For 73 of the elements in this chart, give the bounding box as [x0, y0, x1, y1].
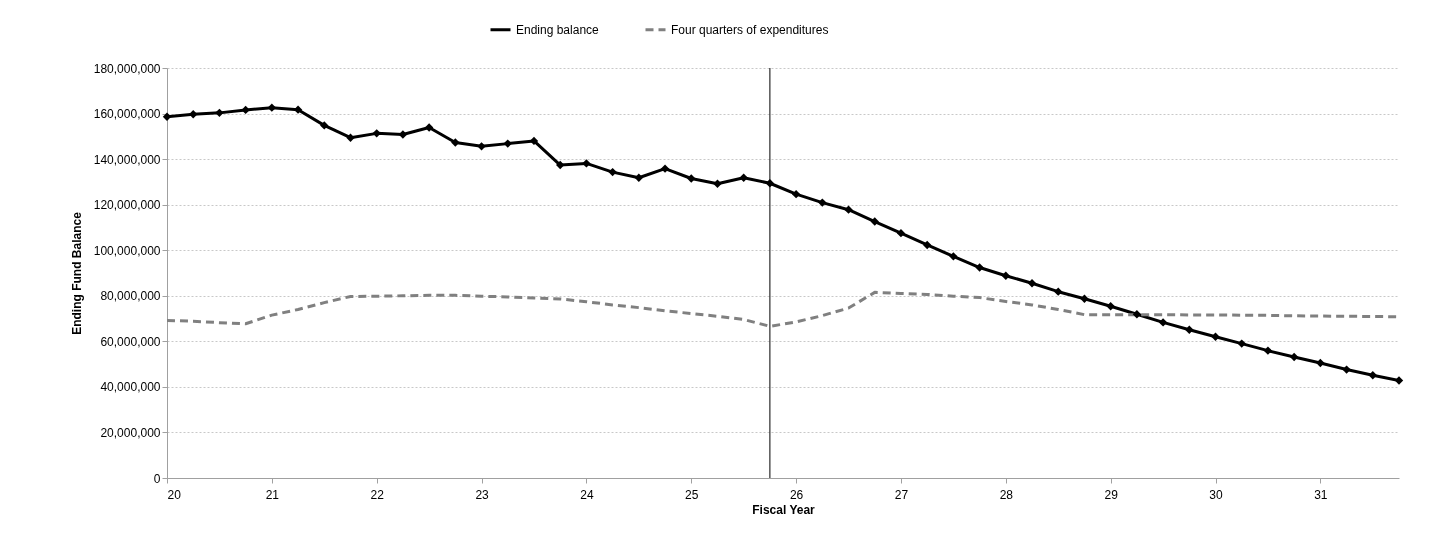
x-tick-label: 21: [265, 487, 280, 502]
point: [870, 217, 879, 226]
y-tick-label: 120,000,000: [93, 198, 161, 213]
point: [818, 198, 827, 207]
point: [922, 240, 932, 250]
point: [949, 252, 958, 261]
y-tick-label: 20,000,000: [100, 425, 161, 440]
point: [1342, 365, 1351, 374]
x-tick-label: 24: [580, 487, 594, 502]
point: [398, 130, 408, 139]
point: [503, 139, 512, 148]
point: [896, 228, 906, 238]
point: [241, 105, 250, 115]
point: [975, 263, 984, 272]
point: [162, 112, 172, 121]
point: [451, 138, 460, 147]
legend-label: Four quarters of expenditures: [671, 22, 829, 37]
point: [346, 133, 355, 142]
point: [189, 110, 198, 119]
point: [1263, 346, 1273, 355]
y-tick-label: 180,000,000: [93, 61, 161, 76]
x-tick-label: 26: [789, 487, 804, 502]
point: [556, 160, 565, 170]
point: [1106, 302, 1115, 311]
point: [713, 179, 722, 188]
point: [1316, 358, 1325, 368]
point: [372, 129, 381, 138]
x-tick-label: 31: [1314, 487, 1328, 502]
point: [1211, 332, 1220, 341]
point: [1158, 318, 1168, 327]
point: [1237, 339, 1246, 348]
point: [739, 173, 748, 182]
y-tick-label: 140,000,000: [93, 152, 161, 167]
x-tick-label: 20: [167, 487, 182, 502]
point: [608, 167, 617, 177]
point: [529, 136, 539, 146]
point: [424, 123, 434, 132]
point: [1054, 287, 1063, 296]
point: [791, 190, 801, 199]
point: [1368, 371, 1377, 380]
point: [267, 103, 277, 112]
point: [477, 142, 486, 151]
point: [1080, 294, 1089, 303]
point: [1289, 352, 1299, 362]
y-tick-label: 40,000,000: [100, 380, 161, 395]
y-tick-label: 160,000,000: [93, 107, 161, 122]
x-tick-label: 22: [370, 487, 385, 502]
point: [1001, 271, 1010, 280]
y-tick-label: 80,000,000: [100, 289, 161, 304]
point: [1185, 325, 1194, 334]
point: [582, 159, 591, 168]
point: [687, 174, 696, 183]
line-series: [167, 290, 1399, 328]
y-tick-label: 100,000,000: [93, 243, 161, 258]
point: [1027, 279, 1037, 288]
y-axis-title: Ending Fund Balance: [69, 211, 84, 335]
point: [634, 173, 644, 182]
x-tick-label: 23: [475, 487, 490, 502]
x-tick-label: 25: [685, 487, 699, 502]
x-tick-label: 30: [1209, 487, 1223, 502]
point: [215, 108, 224, 118]
y-tick-label: 0: [153, 471, 161, 486]
point: [1132, 310, 1142, 319]
x-tick-label: 27: [894, 487, 909, 502]
point: [844, 205, 853, 214]
point: [1394, 376, 1404, 385]
point: [660, 164, 670, 173]
x-axis-title: Fiscal Year: [752, 502, 816, 517]
x-tick-label: 28: [999, 487, 1014, 502]
x-tick-label: 29: [1104, 487, 1119, 502]
legend-label: Ending balance: [516, 22, 600, 37]
y-tick-label: 60,000,000: [100, 334, 161, 349]
point: [320, 121, 329, 130]
